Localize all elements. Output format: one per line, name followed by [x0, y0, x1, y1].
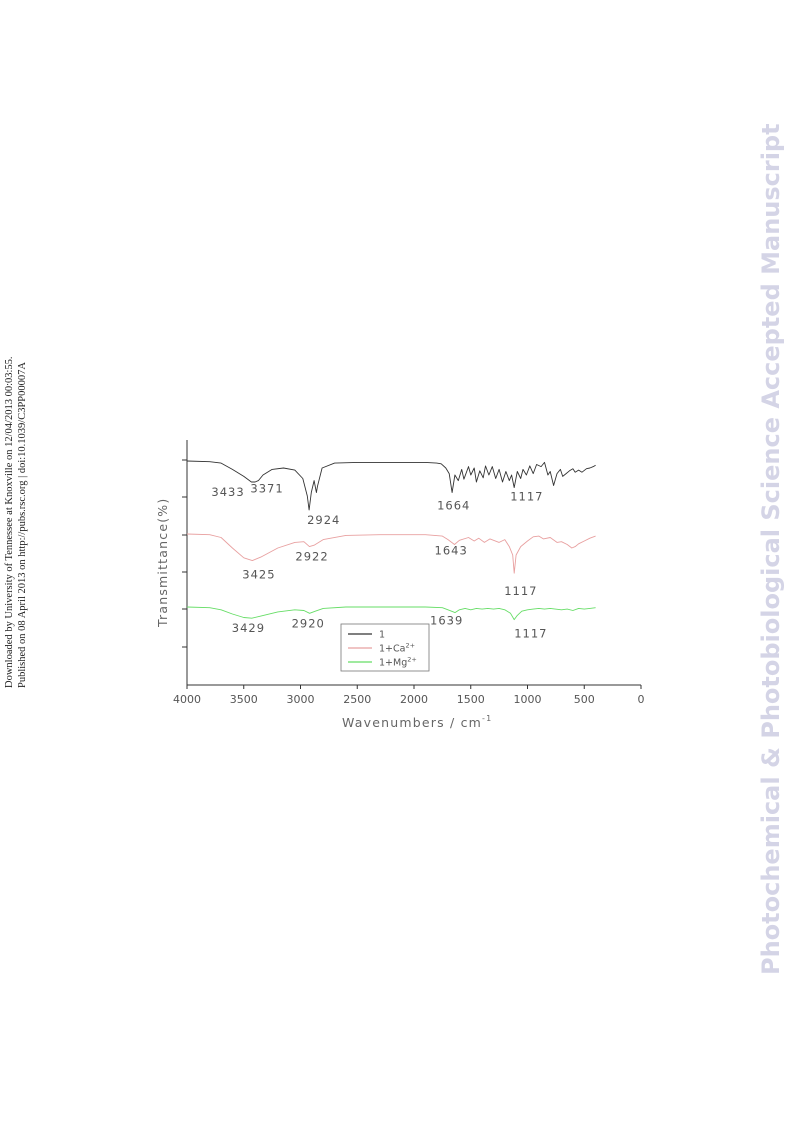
legend: 11+Ca2+1+Mg2+: [340, 623, 430, 672]
x-axis-title-sup: -1: [482, 714, 492, 723]
legend-label-sup: 2+: [407, 656, 417, 664]
peak-label: 1664: [437, 499, 470, 513]
peak-label: 1643: [435, 544, 468, 558]
legend-label-3: 1+Mg2+: [379, 656, 417, 669]
peak-label: 1117: [504, 584, 537, 598]
peak-label: 3433: [211, 485, 244, 499]
x-tick-label: 1000: [514, 693, 542, 706]
x-axis-title-text: Wavenumbers / cm: [342, 715, 482, 730]
x-tick-label: 1500: [457, 693, 485, 706]
x-axis-title: Wavenumbers / cm-1: [342, 714, 492, 730]
series-line-2: [186, 533, 596, 574]
legend-label-2: 1+Ca2+: [379, 642, 415, 655]
series-layer: [186, 460, 596, 621]
x-tick-label: 2000: [400, 693, 428, 706]
peak-label: 3371: [250, 482, 283, 496]
x-tick-label: 3000: [287, 693, 315, 706]
legend-label-text: 1+Mg: [379, 658, 407, 669]
x-tick-label: 3500: [230, 693, 258, 706]
peak-label: 2920: [292, 616, 325, 630]
peak-labels: 3433 3371 2924 1664 1117 3425 2922 1643 1117 3429…: [211, 482, 547, 641]
peak-label: 3425: [242, 568, 275, 582]
x-tick-label: 2500: [343, 693, 371, 706]
axes: 4000 3500 3000 2500 2000 1500 1000 500 0: [173, 440, 645, 706]
legend-label-1: 1: [379, 630, 385, 641]
x-tick-label: 4000: [173, 693, 201, 706]
peak-label: 2924: [307, 513, 340, 527]
peak-label: 1639: [430, 614, 463, 628]
legend-label-sup: 2+: [405, 642, 415, 650]
series-line-1: [186, 460, 596, 511]
x-tick-label: 0: [638, 693, 645, 706]
peak-label: 1117: [514, 627, 547, 641]
peak-label: 3429: [232, 621, 265, 635]
x-tick-label: 500: [574, 693, 595, 706]
peak-label: 2922: [295, 550, 328, 564]
series-line-3: [186, 606, 596, 621]
y-axis-title: Transmittance(%): [155, 498, 170, 628]
peak-label: 1117: [510, 490, 543, 504]
legend-label-text: 1: [379, 630, 385, 641]
legend-label-text: 1+Ca: [379, 644, 405, 655]
